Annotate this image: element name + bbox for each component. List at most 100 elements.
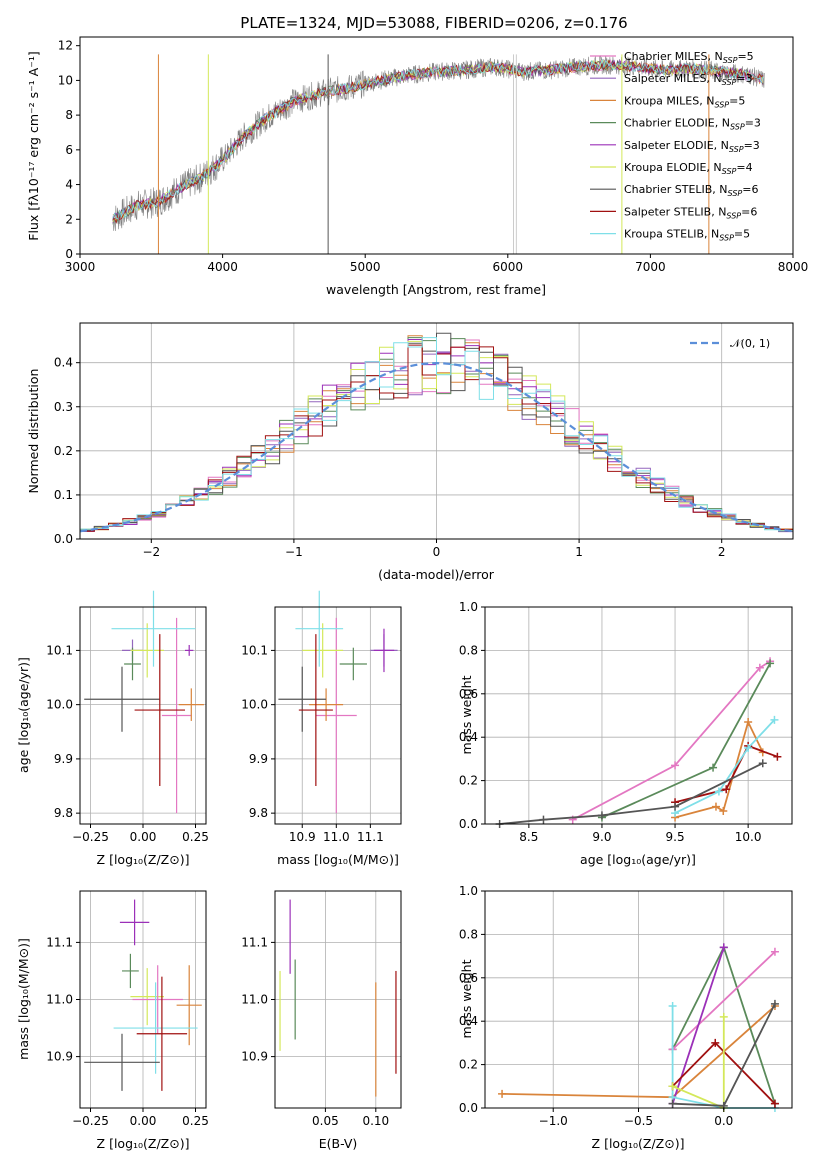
y-tick-label: 0.0 [459,1101,478,1115]
x-tick-label: 0.25 [182,830,209,844]
legend-model: Chabrier STELIB, N [624,183,728,196]
legend-n: =6 [742,183,758,196]
y-tick-label: 10 [58,73,73,87]
legend-label: Kroupa ELODIE, NSSP=4 [624,161,753,176]
legend-model: Salpeter MILES, N [624,72,722,85]
age-vs-mass-frame [274,606,402,825]
age-vs-z-y-ticks: 9.8 9.9 10.0 10.1 [46,643,80,820]
age-vs-z-xlabel: Z [log₁₀(Z/Z⊙)] [97,852,190,867]
y-tick-label: 0.0 [459,817,478,831]
x-tick-label: −1 [285,545,303,559]
y-tick-label: 4 [65,178,73,192]
mass-weight-marker [770,715,779,724]
legend-label: Salpeter STELIB, NSSP=6 [624,205,757,220]
legend-subscript: SSP [722,78,737,87]
y-tick-label: 1.0 [459,884,478,898]
mass-weight-marker [671,802,680,811]
legend-model: Chabrier ELODIE, N [624,117,730,130]
normal-curve [79,361,794,533]
mass-weight-vs-z-y-ticks: 0.0 0.2 0.4 0.6 0.8 1.0 [459,884,485,1115]
mass-weight-marker [668,1002,677,1011]
legend-n: =3 [736,72,752,85]
mass-weight-marker [719,806,728,815]
legend-label: Chabrier STELIB, NSSP=6 [624,183,758,198]
legend-label: Salpeter ELODIE, NSSP=3 [624,139,760,154]
age-vs-z-panel: −0.25 0.00 0.25 9.8 9.9 10.0 10.1 Z [log₁₀(Z/… [16,590,209,867]
mass-vs-ebv-xlabel: E(B-V) [319,1136,358,1151]
legend-subscript: SSP [719,234,734,243]
spectrum-model-line [112,58,764,220]
legend-model: Salpeter STELIB, N [624,205,726,218]
x-tick-label: 5000 [350,260,381,274]
mass-weight-marker [539,815,548,824]
age-vs-mass-xlabel: mass [log₁₀(M/M⊙)] [277,852,399,867]
legend-model: Chabrier MILES, N [624,50,723,63]
mass-vs-ebv-panel: 0.05 0.10 10.9 11.0 11.1 E(B-V) [241,890,402,1151]
y-tick-label: 10.9 [241,1050,268,1064]
legend-subscript: SSP [730,123,745,132]
legend-label: Kroupa STELIB, NSSP=5 [624,228,750,243]
y-tick-label: 0.2 [54,444,73,458]
mass-weight-vs-age-panel: 8.5 9.0 9.5 10.0 0.0 0.2 0.4 0.6 0.8 1.0 age [lo… [459,600,793,867]
legend-subscript: SSP [726,211,741,220]
spectrum-plot-area [112,54,765,254]
x-tick-label: 9.5 [666,830,685,844]
legend-n: =3 [745,117,761,130]
y-tick-label: 0.4 [459,1014,478,1028]
legend-model: Salpeter ELODIE, N [624,139,729,152]
spectrum-xlabel: wavelength [Angstrom, rest frame] [326,282,546,297]
mass-vs-z-y-ticks: 10.9 11.0 11.1 [46,935,80,1064]
residual-panel: −2 −1 0 1 2 0.0 0.1 0.2 0.3 0.4 (data-model)/err… [26,322,794,582]
mass-weight-marker [719,1012,728,1021]
residual-x-ticks: −2 −1 0 1 2 [142,539,726,559]
spectrum-frame [79,36,794,255]
age-vs-mass-panel: 10.9 11.0 11.1 9.8 9.9 10.0 10.1 mass [log₁₀(… [241,590,402,867]
legend-n: =6 [741,205,757,218]
mass-weight-marker [770,1099,779,1108]
mass-weight-marker [597,811,606,820]
mass-weight-vs-age-frame [484,606,793,825]
legend-label: Kroupa MILES, NSSP=5 [624,94,745,109]
x-tick-label: 0.00 [130,830,157,844]
legend-n: =3 [744,139,760,152]
y-tick-label: 10.1 [46,643,73,657]
legend-label: Chabrier ELODIE, NSSP=3 [624,117,761,132]
x-tick-label: 0.05 [312,1114,339,1128]
legend-label: Chabrier MILES, NSSP=5 [624,50,754,65]
mass-vs-ebv-x-ticks: 0.05 0.10 [312,1108,389,1128]
mass-weight-line [601,662,771,819]
x-tick-label: 0.0 [714,1114,733,1128]
mass-weight-marker [714,787,723,796]
y-tick-label: 11.0 [46,993,73,1007]
legend-subscript: SSP [722,167,737,176]
mass-weight-vs-age-ylabel: mass weight [459,675,474,754]
spectrum-x-ticks: 3000 4000 5000 6000 7000 8000 [65,254,808,274]
mass-weight-marker [722,785,731,794]
mass-weight-marker [744,744,753,753]
mass-weight-vs-z-ylabel: mass weight [459,959,474,1038]
mass-weight-line [672,1016,725,1110]
x-tick-label: 11.0 [323,830,350,844]
x-tick-label: −2 [142,545,160,559]
residual-plot-area [79,332,794,533]
spectrum-y-ticks: 0 2 4 6 8 10 12 [58,39,80,261]
age-vs-mass-y-ticks: 9.8 9.9 10.0 10.1 [241,643,275,820]
legend-model: Kroupa MILES, N [624,94,714,107]
y-tick-label: 0.1 [54,488,73,502]
x-tick-label: −0.5 [624,1114,653,1128]
y-tick-label: 11.0 [241,993,268,1007]
x-tick-label: −0.25 [72,830,109,844]
x-tick-label: 0.25 [182,1114,209,1128]
y-tick-label: 0.4 [54,356,73,370]
mass-weight-marker [668,1082,677,1091]
x-tick-label: 8.5 [519,830,538,844]
x-tick-label: 6000 [493,260,524,274]
x-tick-label: 9.0 [592,830,611,844]
residual-ylabel: Normed distribution [26,369,41,494]
y-tick-label: 10.9 [46,1050,73,1064]
mass-vs-ebv-y-ticks: 10.9 11.0 11.1 [241,935,275,1064]
y-tick-label: 12 [58,39,73,53]
y-tick-label: 0 [65,247,73,261]
